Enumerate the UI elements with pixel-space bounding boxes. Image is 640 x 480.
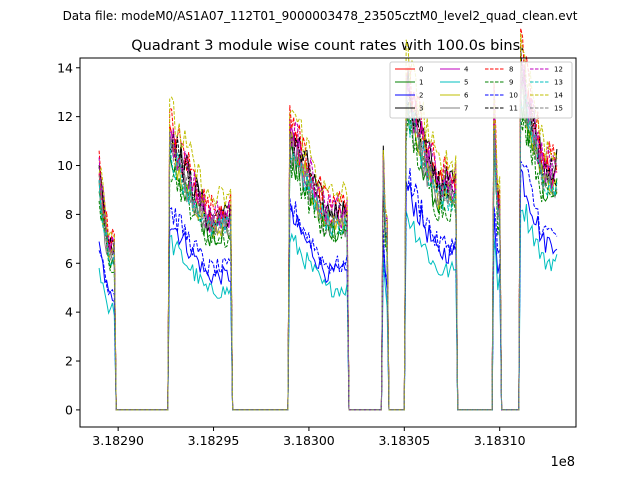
x-tick-label: 3.18310 <box>474 433 526 448</box>
x-tick-label: 3.18300 <box>283 433 335 448</box>
x-tick-label: 3.18305 <box>378 433 430 448</box>
series-line-13 <box>98 91 558 411</box>
legend-label-12: 12 <box>554 66 563 74</box>
y-tick-label: 12 <box>57 109 73 124</box>
legend-label-15: 15 <box>554 105 563 113</box>
series-line-15 <box>98 64 558 411</box>
y-tick-label: 8 <box>65 207 73 222</box>
x-tick-label: 3.18295 <box>188 433 240 448</box>
legend-label-0: 0 <box>419 66 423 74</box>
legend-label-7: 7 <box>464 105 468 113</box>
legend-label-13: 13 <box>554 79 563 87</box>
y-tick-label: 10 <box>57 158 73 173</box>
legend-label-10: 10 <box>509 92 518 100</box>
legend-label-11: 11 <box>509 105 518 113</box>
legend-label-8: 8 <box>509 66 513 74</box>
legend-label-3: 3 <box>419 105 423 113</box>
legend-label-6: 6 <box>464 92 469 100</box>
chart-title: Quadrant 3 module wise count rates with … <box>131 38 525 54</box>
axis-ticks: 3.18290 3.18295 3.18300 3.18305 3.18310 0 2 4 6 8… <box>57 60 525 448</box>
y-tick-label: 14 <box>57 60 73 75</box>
legend-label-4: 4 <box>464 66 469 74</box>
y-tick-label: 4 <box>65 305 73 320</box>
x-axis-offset-label: 1e8 <box>550 455 575 470</box>
series-line-12 <box>98 64 558 411</box>
legend-label-9: 9 <box>509 79 513 87</box>
legend-label-1: 1 <box>419 79 423 87</box>
legend-frame <box>389 61 573 119</box>
legend-label-14: 14 <box>554 92 563 100</box>
axes-frame <box>79 57 577 428</box>
y-tick-label: 6 <box>65 256 73 271</box>
legend-label-5: 5 <box>464 79 468 87</box>
legend-label-2: 2 <box>419 92 423 100</box>
series-line-9 <box>98 111 558 411</box>
plot-area <box>98 28 558 411</box>
y-tick-label: 0 <box>65 402 73 417</box>
x-tick-label: 3.18290 <box>92 433 144 448</box>
y-tick-label: 2 <box>65 354 73 369</box>
data-file-label: Data file: modeM0/AS1A07_112T01_90000034… <box>63 9 578 23</box>
